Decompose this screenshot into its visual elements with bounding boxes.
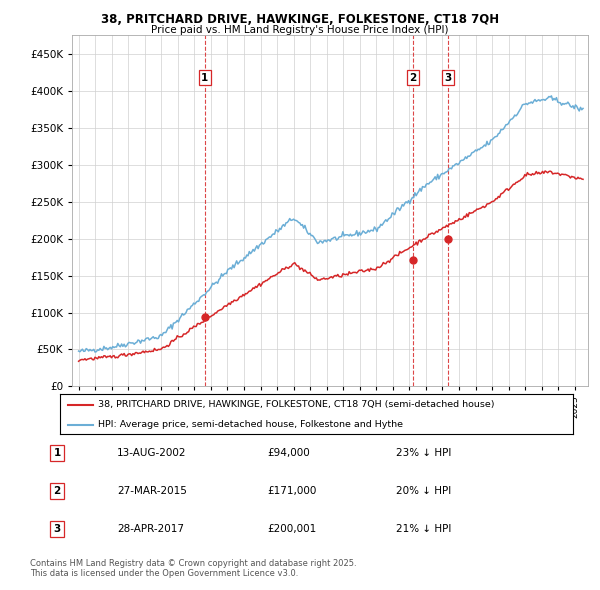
Text: £200,001: £200,001 — [267, 524, 316, 533]
Text: 20% ↓ HPI: 20% ↓ HPI — [396, 486, 451, 496]
Text: 2: 2 — [53, 486, 61, 496]
Text: 23% ↓ HPI: 23% ↓ HPI — [396, 448, 451, 458]
Text: HPI: Average price, semi-detached house, Folkestone and Hythe: HPI: Average price, semi-detached house,… — [98, 420, 403, 430]
Text: £94,000: £94,000 — [267, 448, 310, 458]
Text: 1: 1 — [53, 448, 61, 458]
Text: 1: 1 — [201, 73, 208, 83]
Text: 3: 3 — [444, 73, 451, 83]
Text: 2: 2 — [410, 73, 417, 83]
Text: Contains HM Land Registry data © Crown copyright and database right 2025.: Contains HM Land Registry data © Crown c… — [30, 559, 356, 568]
Text: 21% ↓ HPI: 21% ↓ HPI — [396, 524, 451, 533]
Text: 27-MAR-2015: 27-MAR-2015 — [117, 486, 187, 496]
Text: Price paid vs. HM Land Registry's House Price Index (HPI): Price paid vs. HM Land Registry's House … — [151, 25, 449, 35]
Text: 38, PRITCHARD DRIVE, HAWKINGE, FOLKESTONE, CT18 7QH (semi-detached house): 38, PRITCHARD DRIVE, HAWKINGE, FOLKESTON… — [98, 400, 495, 409]
Text: 28-APR-2017: 28-APR-2017 — [117, 524, 184, 533]
Text: This data is licensed under the Open Government Licence v3.0.: This data is licensed under the Open Gov… — [30, 569, 298, 578]
Text: 38, PRITCHARD DRIVE, HAWKINGE, FOLKESTONE, CT18 7QH: 38, PRITCHARD DRIVE, HAWKINGE, FOLKESTON… — [101, 13, 499, 26]
Text: 13-AUG-2002: 13-AUG-2002 — [117, 448, 187, 458]
Text: £171,000: £171,000 — [267, 486, 316, 496]
Text: 3: 3 — [53, 524, 61, 533]
